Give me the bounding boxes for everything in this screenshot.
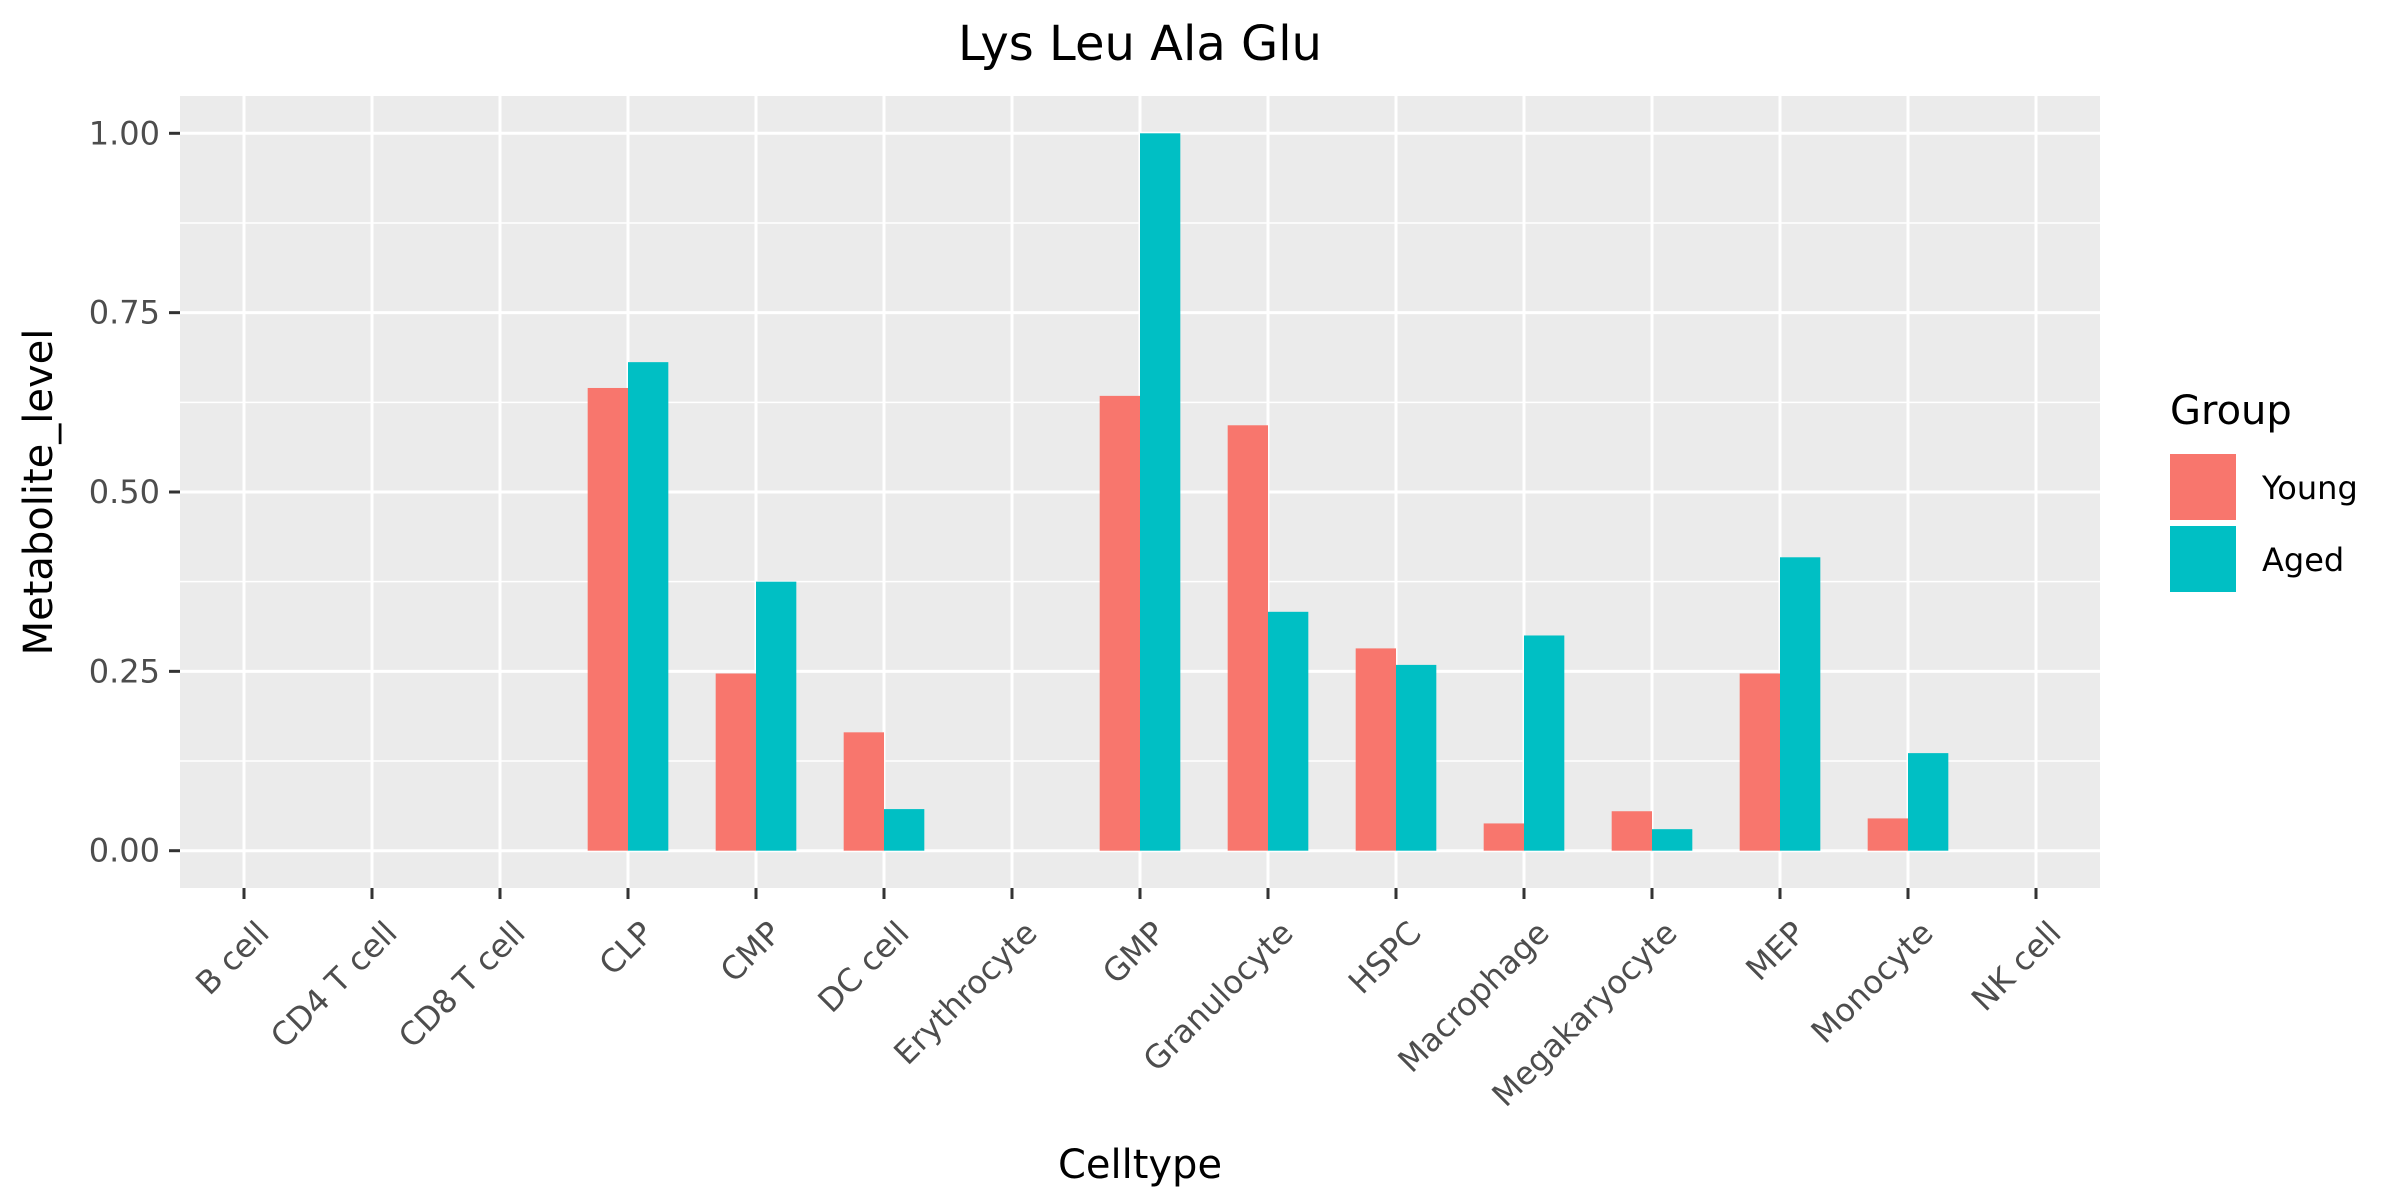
bar-young-gmp bbox=[1099, 395, 1140, 851]
bar-young-hspc bbox=[1355, 648, 1396, 851]
bar-young-megakaryocyte bbox=[1611, 811, 1652, 851]
y-tick-label: 0.50 bbox=[89, 473, 160, 511]
bar-young-mep bbox=[1739, 673, 1780, 851]
bar-aged-dc-cell bbox=[884, 809, 925, 851]
bar-young-clp bbox=[587, 387, 628, 851]
y-axis: 0.00 0.25 0.50 0.75 1.00 bbox=[89, 114, 180, 870]
bar-aged-cmp bbox=[756, 581, 797, 851]
bars bbox=[587, 133, 1949, 851]
bar-aged-macrophage bbox=[1524, 635, 1565, 851]
bar-aged-hspc bbox=[1396, 664, 1437, 851]
bar-young-granulocyte bbox=[1227, 425, 1268, 851]
y-tick-label: 0.25 bbox=[89, 652, 160, 690]
bar-aged-clp bbox=[628, 362, 669, 851]
bar-aged-granulocyte bbox=[1268, 611, 1309, 851]
legend: Group Young Aged bbox=[2170, 388, 2358, 592]
x-axis-title: Celltype bbox=[1058, 1142, 1222, 1188]
bar-aged-gmp bbox=[1140, 133, 1181, 851]
y-tick-label: 1.00 bbox=[89, 114, 160, 152]
legend-label-young: Young bbox=[2261, 469, 2358, 507]
y-tick-label: 0.00 bbox=[89, 832, 160, 870]
bar-aged-mep bbox=[1780, 557, 1821, 851]
bar-young-dc-cell bbox=[843, 732, 884, 851]
legend-key-aged bbox=[2170, 526, 2236, 592]
legend-title: Group bbox=[2170, 388, 2292, 434]
bar-aged-monocyte bbox=[1908, 753, 1949, 851]
bar-young-cmp bbox=[715, 673, 756, 851]
bar-aged-megakaryocyte bbox=[1652, 829, 1693, 851]
bar-young-monocyte bbox=[1867, 818, 1908, 851]
y-axis-title: Metabolite_level bbox=[16, 329, 62, 656]
legend-key-young bbox=[2170, 454, 2236, 520]
legend-label-aged: Aged bbox=[2262, 541, 2344, 579]
chart-title: Lys Leu Ala Glu bbox=[958, 16, 1322, 72]
y-tick-label: 0.75 bbox=[89, 294, 160, 332]
bar-young-macrophage bbox=[1483, 823, 1524, 851]
